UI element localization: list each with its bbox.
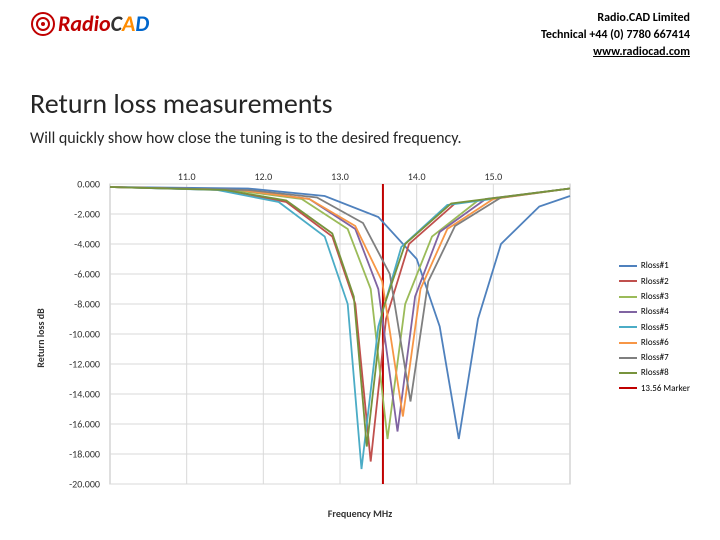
ytick-label: -16.000	[46, 418, 100, 431]
target-icon	[30, 11, 56, 37]
ytick-label: -2.000	[46, 208, 100, 221]
xtick-label: 12.0	[254, 170, 272, 183]
ytick-label: -18.000	[46, 448, 100, 461]
legend-label: Rloss#5	[641, 320, 669, 335]
legend-item: Rloss#5	[619, 320, 690, 335]
company-info: Radio.CAD Limited Technical +44 (0) 7780…	[541, 10, 690, 60]
header-bar: RadioCAD Radio.CAD Limited Technical +44…	[0, 0, 720, 66]
legend-swatch	[619, 357, 637, 359]
ytick-label: -6.000	[46, 268, 100, 281]
legend-label: Rloss#2	[641, 274, 669, 289]
legend-label: 13.56 Marker	[641, 381, 690, 396]
logo-text: RadioCAD	[58, 10, 149, 37]
page-subtitle: Will quickly show how close the tuning i…	[0, 129, 720, 158]
return-loss-chart: Return loss dB Frequency MHz 11.012.013.…	[40, 158, 680, 518]
legend-label: Rloss#3	[641, 289, 669, 304]
chart-legend: Rloss#1Rloss#2Rloss#3Rloss#4Rloss#5Rloss…	[619, 258, 690, 396]
xtick-label: 15.0	[484, 170, 502, 183]
logo-radio: Radio	[58, 10, 111, 37]
legend-swatch	[619, 326, 637, 328]
company-url[interactable]: www.radiocad.com	[541, 44, 690, 61]
logo: RadioCAD	[30, 10, 149, 37]
legend-item: Rloss#3	[619, 289, 690, 304]
ytick-label: -20.000	[46, 478, 100, 491]
legend-swatch	[619, 311, 637, 313]
ytick-label: 0.000	[46, 178, 100, 191]
legend-item: Rloss#4	[619, 304, 690, 319]
legend-swatch	[619, 387, 637, 389]
legend-item: 13.56 Marker	[619, 381, 690, 396]
legend-label: Rloss#1	[641, 258, 669, 273]
page-title: Return loss measurements	[0, 66, 720, 129]
legend-swatch	[619, 296, 637, 298]
legend-label: Rloss#4	[641, 304, 669, 319]
ytick-label: -8.000	[46, 298, 100, 311]
chart-canvas	[40, 158, 680, 518]
xtick-label: 11.0	[178, 170, 196, 183]
legend-label: Rloss#8	[641, 365, 669, 380]
logo-a: A	[122, 10, 135, 37]
legend-item: Rloss#6	[619, 335, 690, 350]
xtick-label: 13.0	[331, 170, 349, 183]
company-name: Radio.CAD Limited	[541, 10, 690, 27]
legend-item: Rloss#7	[619, 350, 690, 365]
legend-swatch	[619, 342, 637, 344]
legend-item: Rloss#1	[619, 258, 690, 273]
legend-swatch	[619, 265, 637, 267]
legend-label: Rloss#6	[641, 335, 669, 350]
chart-xlabel: Frequency MHz	[328, 507, 392, 520]
legend-label: Rloss#7	[641, 350, 669, 365]
xtick-label: 14.0	[408, 170, 426, 183]
legend-swatch	[619, 372, 637, 374]
legend-item: Rloss#2	[619, 274, 690, 289]
ytick-label: -14.000	[46, 388, 100, 401]
ytick-label: -10.000	[46, 328, 100, 341]
logo-c: C	[111, 10, 122, 37]
legend-item: Rloss#8	[619, 365, 690, 380]
ytick-label: -12.000	[46, 358, 100, 371]
company-phone: Technical +44 (0) 7780 667414	[541, 27, 690, 44]
logo-d: D	[135, 10, 149, 37]
ytick-label: -4.000	[46, 238, 100, 251]
legend-swatch	[619, 280, 637, 282]
